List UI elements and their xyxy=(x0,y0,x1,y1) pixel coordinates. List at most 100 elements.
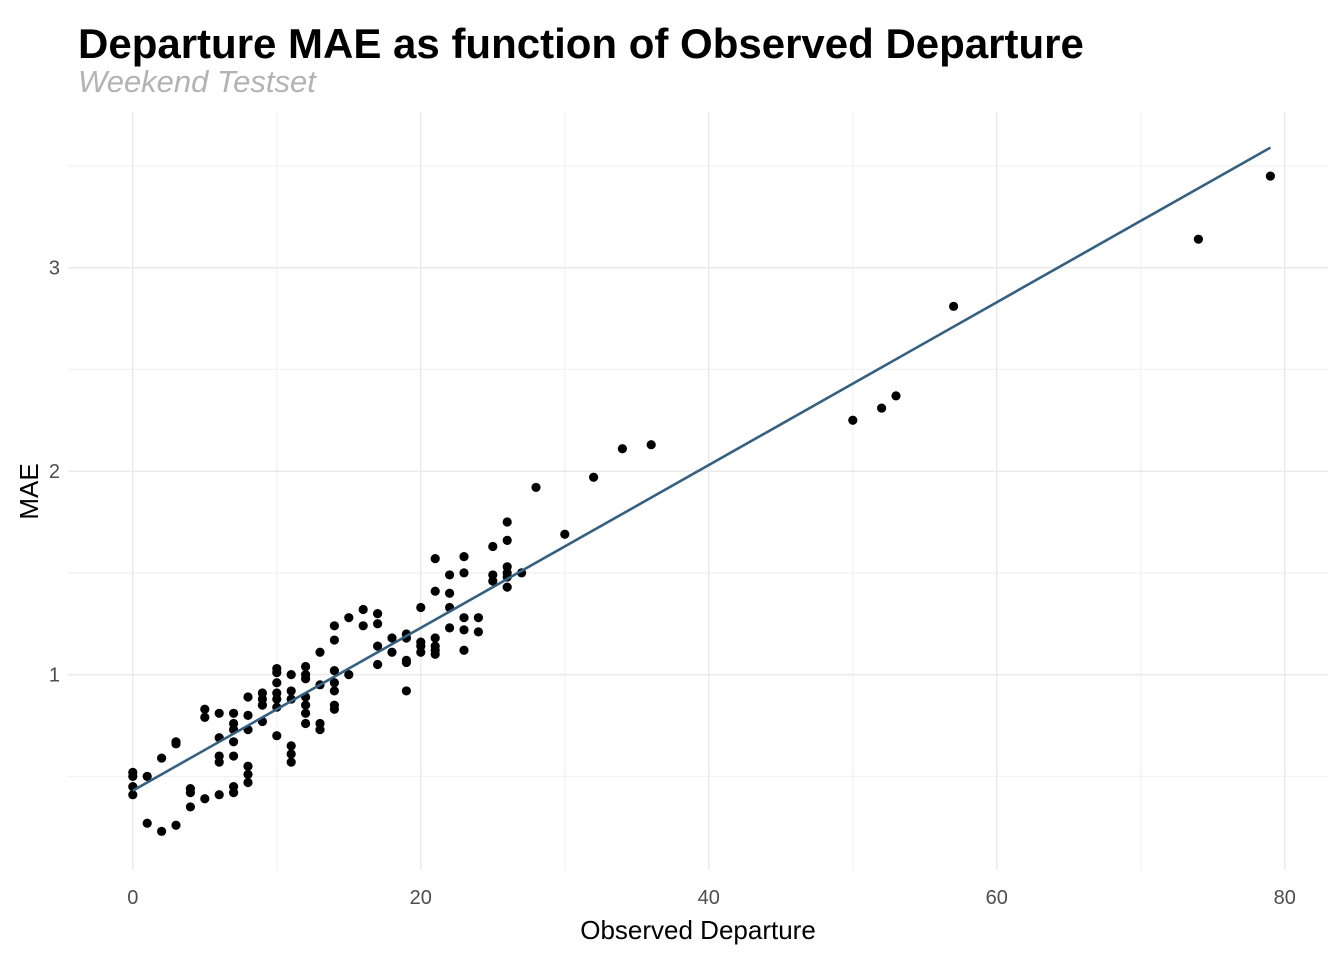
data-point xyxy=(185,802,195,812)
data-point xyxy=(200,704,210,714)
data-point xyxy=(430,633,440,643)
data-point xyxy=(243,710,253,720)
data-point xyxy=(459,645,469,655)
data-point xyxy=(329,635,339,645)
data-point xyxy=(891,391,901,401)
data-point xyxy=(373,641,383,651)
chart-subtitle: Weekend Testset xyxy=(78,64,316,99)
data-point xyxy=(243,769,253,779)
data-point xyxy=(459,625,469,635)
data-point xyxy=(157,753,167,763)
data-point xyxy=(286,741,296,751)
data-point xyxy=(344,613,354,623)
data-point xyxy=(272,678,282,688)
data-point xyxy=(214,708,224,718)
data-point xyxy=(531,482,541,493)
data-point xyxy=(473,613,483,623)
data-point xyxy=(272,668,282,678)
data-point xyxy=(589,472,599,482)
data-point xyxy=(286,749,296,759)
data-point xyxy=(171,739,181,749)
data-point xyxy=(171,820,181,830)
x-axis-title: Observed Departure xyxy=(580,915,816,945)
data-point xyxy=(142,818,152,828)
data-point xyxy=(329,686,339,696)
x-tick-label: 40 xyxy=(698,887,720,909)
data-point xyxy=(459,613,469,623)
data-point xyxy=(430,586,440,596)
data-point xyxy=(286,686,296,696)
data-point xyxy=(128,790,138,800)
data-point xyxy=(329,678,339,688)
data-point xyxy=(229,788,239,798)
data-point xyxy=(301,674,311,684)
data-point xyxy=(949,301,959,311)
data-point xyxy=(445,623,455,633)
data-point xyxy=(877,403,887,413)
data-point xyxy=(301,700,311,710)
data-point xyxy=(358,604,368,615)
data-point xyxy=(416,602,426,613)
x-tick-label: 20 xyxy=(410,887,432,909)
data-point xyxy=(459,552,469,562)
data-point xyxy=(329,665,339,676)
data-point xyxy=(848,415,858,425)
y-tick-label: 3 xyxy=(49,258,60,280)
data-point xyxy=(560,529,570,539)
data-point xyxy=(243,761,253,771)
data-point xyxy=(243,777,253,788)
data-point xyxy=(617,444,628,454)
grid-major-lines xyxy=(68,113,1328,870)
data-point xyxy=(257,700,267,710)
data-point xyxy=(315,647,325,657)
data-point xyxy=(214,790,224,800)
data-point xyxy=(488,541,498,552)
data-point xyxy=(387,633,397,643)
data-point xyxy=(243,692,253,702)
data-point xyxy=(229,737,239,747)
data-point xyxy=(387,647,397,657)
data-point xyxy=(200,712,210,722)
data-point xyxy=(459,568,469,578)
data-point xyxy=(329,621,339,631)
data-point xyxy=(301,708,311,718)
y-axis-title: MAE xyxy=(14,463,44,519)
data-point xyxy=(358,621,368,631)
data-point xyxy=(286,670,296,680)
data-point xyxy=(157,826,167,836)
data-point xyxy=(401,686,411,696)
y-tick-label: 2 xyxy=(49,461,60,483)
y-tick-label: 1 xyxy=(49,665,60,687)
data-point xyxy=(200,794,210,804)
data-point xyxy=(445,570,455,580)
data-point xyxy=(142,771,152,781)
data-point xyxy=(286,757,296,767)
data-point xyxy=(373,608,383,619)
x-tick-label: 0 xyxy=(127,887,138,909)
data-point xyxy=(502,517,512,527)
data-point xyxy=(344,670,354,680)
data-point xyxy=(445,588,455,598)
data-point xyxy=(373,659,383,670)
data-point xyxy=(272,731,282,741)
chart-title: Departure MAE as function of Observed De… xyxy=(78,20,1084,67)
data-point xyxy=(315,724,325,735)
grid-minor-lines xyxy=(68,113,1328,870)
trend-line xyxy=(132,146,1272,792)
data-point xyxy=(502,535,512,545)
data-point xyxy=(1265,171,1275,181)
data-point xyxy=(473,627,483,637)
data-point xyxy=(214,757,224,767)
data-point xyxy=(229,751,239,761)
data-point xyxy=(416,647,426,657)
data-point xyxy=(1193,234,1203,244)
data-point xyxy=(301,661,311,672)
data-point xyxy=(430,649,440,659)
data-point xyxy=(488,576,498,586)
data-point xyxy=(329,704,339,714)
x-tick-labels: 0 20 40 60 80 xyxy=(127,887,1296,909)
data-point xyxy=(373,619,383,629)
data-point xyxy=(185,788,195,798)
data-point xyxy=(229,708,239,718)
